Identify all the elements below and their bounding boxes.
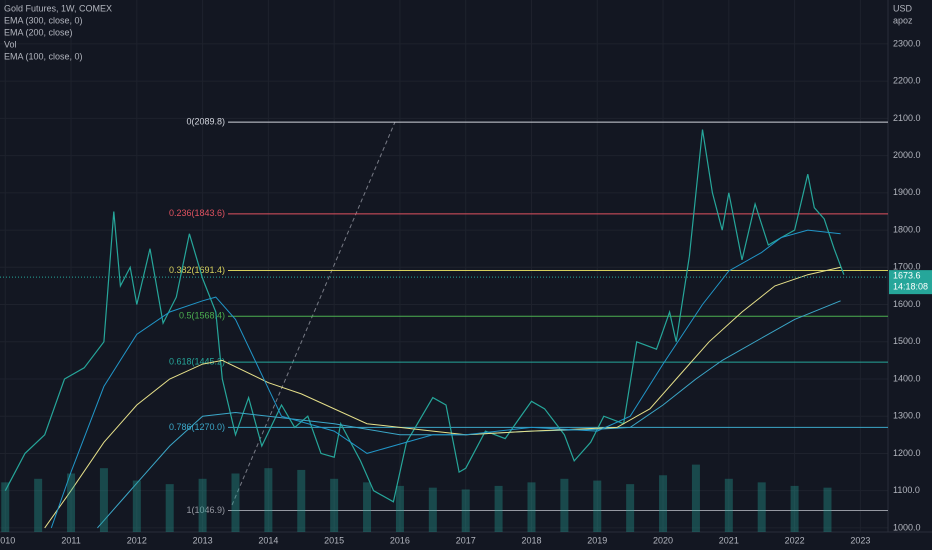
volume-bar <box>198 478 207 532</box>
legend-title: Gold Futures, 1W, COMEX <box>4 3 112 13</box>
volume-bar <box>1 482 10 532</box>
volume-bar <box>626 484 635 532</box>
x-tick-label: 2023 <box>850 535 870 545</box>
y-tick-label: 1000.0 <box>893 522 921 532</box>
ema-line <box>50 229 841 529</box>
volume-bar <box>395 485 404 532</box>
x-tick-label: 2011 <box>61 535 80 545</box>
x-tick-label: 2016 <box>390 535 410 545</box>
volume-bar <box>264 468 273 532</box>
volume-bar <box>330 478 339 532</box>
currency-sub: apoz <box>893 15 913 25</box>
fib-label: 0.5(1568.4) <box>179 311 225 321</box>
last-price-label: 1673.6 <box>893 271 921 281</box>
volume-bar <box>790 485 799 532</box>
x-tick-label: 2012 <box>127 535 147 545</box>
y-tick-label: 1100.0 <box>893 485 920 495</box>
x-tick-label: 2020 <box>653 535 673 545</box>
trend-line <box>231 121 396 506</box>
y-tick-label: 1500.0 <box>893 336 921 346</box>
volume-bar <box>593 480 602 532</box>
volume-bar <box>363 482 372 532</box>
y-tick-label: 2000.0 <box>893 150 921 160</box>
grid <box>0 0 888 532</box>
legend-entry: Vol <box>4 39 17 49</box>
x-tick-label: 2021 <box>719 535 739 545</box>
x-tick-label: 2010 <box>0 535 15 545</box>
y-tick-label: 1600.0 <box>893 299 921 309</box>
volume-bar <box>297 469 306 532</box>
price-line <box>4 129 845 503</box>
legend: Gold Futures, 1W, COMEX EMA (300, close,… <box>4 3 112 61</box>
x-tick-label: 2013 <box>193 535 213 545</box>
y-tick-label: 2100.0 <box>893 113 921 123</box>
fib-label: 0(2089.8) <box>186 117 225 127</box>
legend-entry: EMA (100, close, 0) <box>4 51 83 61</box>
volume-bar <box>99 468 108 532</box>
legend-entry: EMA (300, close, 0) <box>4 15 83 25</box>
legend-entry: EMA (200, close) <box>4 27 73 37</box>
volume-bar <box>428 487 437 532</box>
x-tick-label: 2014 <box>258 535 278 545</box>
x-tick-label: 2022 <box>785 535 805 545</box>
volume-bar <box>461 489 470 532</box>
fib-label: 0.382(1691.4) <box>169 265 225 275</box>
y-tick-label: 2300.0 <box>893 38 921 48</box>
y-tick-label: 1800.0 <box>893 224 921 234</box>
fib-label: 1(1046.9) <box>186 505 225 515</box>
volume-bar <box>494 485 503 532</box>
y-tick-label: 2200.0 <box>893 76 921 86</box>
x-tick-label: 2019 <box>587 535 607 545</box>
volume-bar <box>659 475 668 532</box>
volume-bar <box>67 473 76 532</box>
y-tick-label: 1700.0 <box>893 262 921 272</box>
x-tick-label: 2018 <box>521 535 541 545</box>
x-tick-label: 2015 <box>324 535 344 545</box>
volume-bar <box>691 464 700 532</box>
currency: USD <box>893 3 913 13</box>
volume-bar <box>165 484 174 532</box>
volume-bar <box>724 478 733 532</box>
volume-bar <box>231 473 240 532</box>
last-price-tag <box>889 270 932 295</box>
fib-label: 0.786(1270.0) <box>169 422 225 432</box>
fib-label: 0.618(1445.2) <box>169 357 225 367</box>
ema-line <box>44 266 841 529</box>
y-tick-label: 1300.0 <box>893 411 921 421</box>
countdown-label: 14:18:08 <box>893 282 928 292</box>
volume-bar <box>34 478 43 532</box>
volume-bar <box>757 482 766 532</box>
fib-label: 0.236(1843.6) <box>169 208 225 218</box>
y-tick-label: 1200.0 <box>893 448 921 458</box>
volume-bar <box>560 478 569 532</box>
y-tick-label: 1400.0 <box>893 373 921 383</box>
x-tick-label: 2017 <box>456 535 476 545</box>
volume-bar <box>132 480 141 532</box>
volume-bar <box>527 482 536 532</box>
y-tick-label: 1900.0 <box>893 187 921 197</box>
volume-bar <box>823 487 832 532</box>
